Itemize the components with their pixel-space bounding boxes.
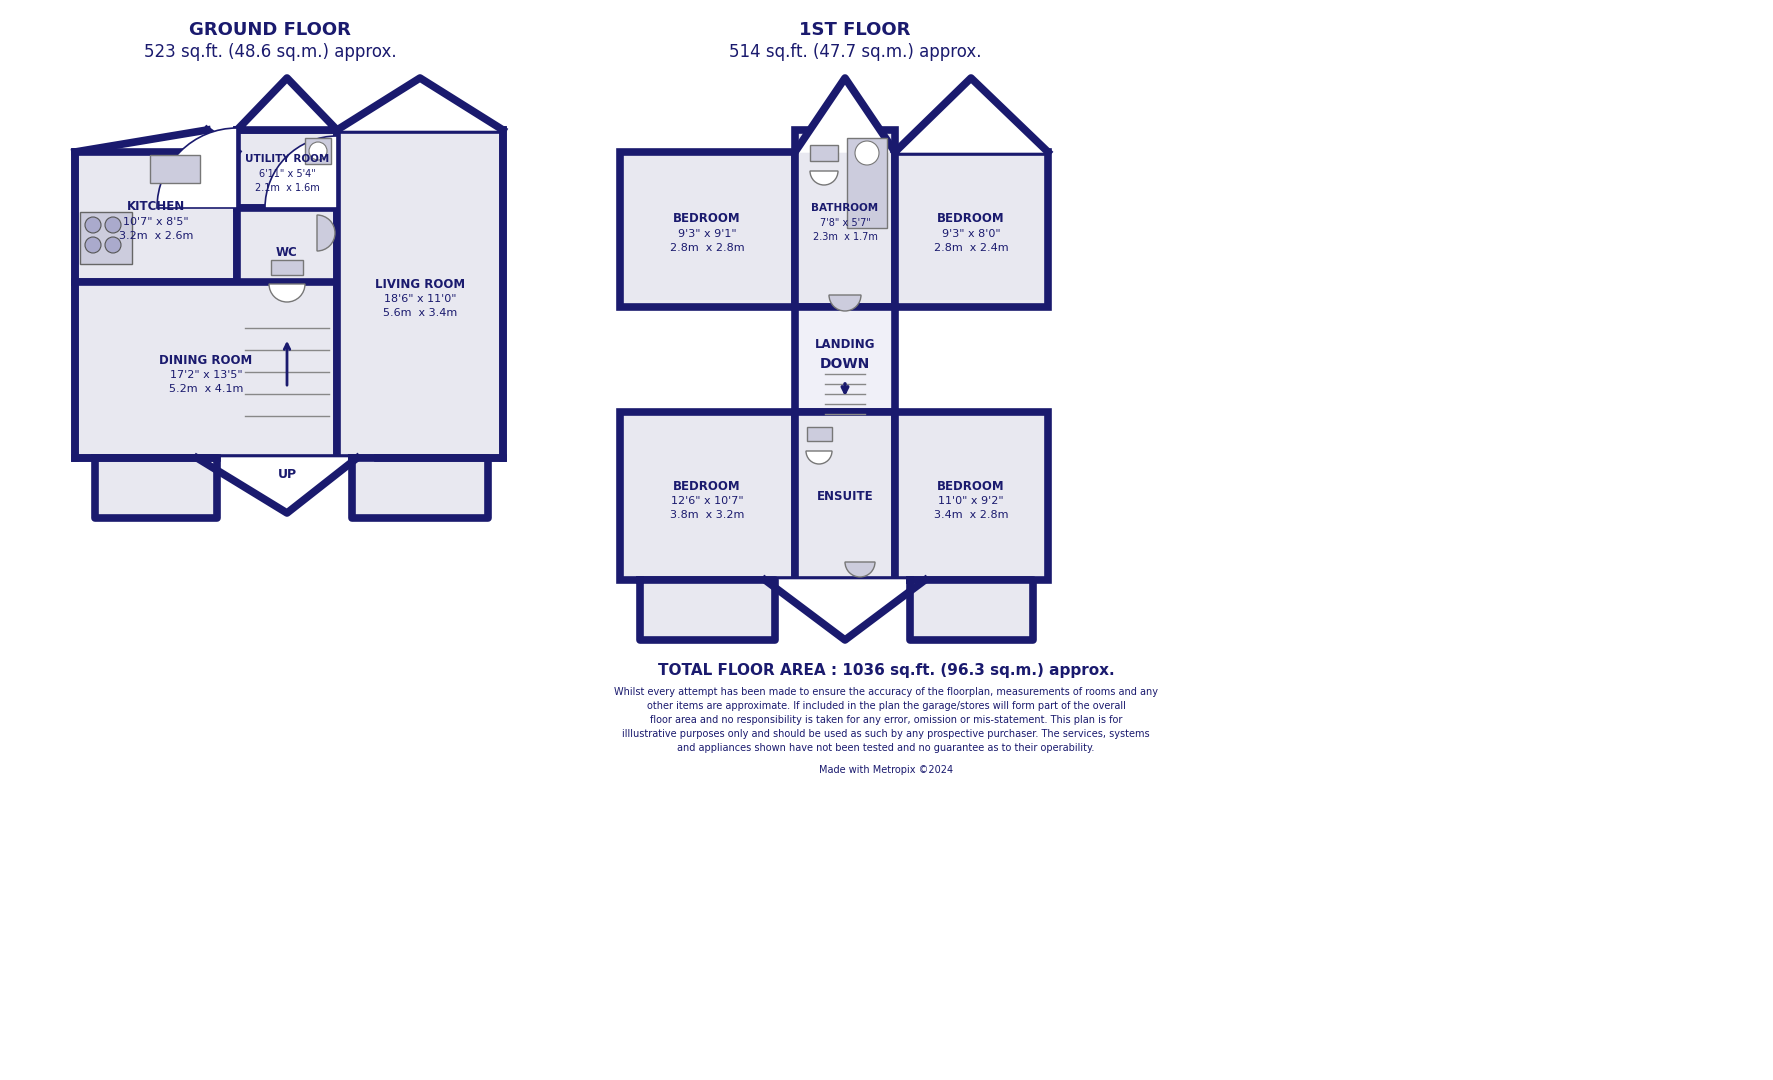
Bar bbox=[74, 282, 337, 458]
Circle shape bbox=[85, 237, 101, 253]
Bar bbox=[621, 411, 794, 580]
Text: illlustrative purposes only and should be used as such by any prospective purcha: illlustrative purposes only and should b… bbox=[622, 729, 1151, 739]
Text: BATHROOM: BATHROOM bbox=[812, 203, 879, 213]
Text: 17'2" x 13'5": 17'2" x 13'5" bbox=[170, 370, 243, 380]
Wedge shape bbox=[855, 141, 879, 165]
Text: 5.6m  x 3.4m: 5.6m x 3.4m bbox=[383, 308, 457, 318]
Text: 3.4m  x 2.8m: 3.4m x 2.8m bbox=[934, 510, 1009, 519]
Circle shape bbox=[85, 217, 101, 233]
Text: other items are approximate. If included in the plan the garage/stores will form: other items are approximate. If included… bbox=[647, 701, 1126, 711]
Text: DOWN: DOWN bbox=[819, 357, 871, 372]
Text: 9'3" x 8'0": 9'3" x 8'0" bbox=[941, 229, 1000, 239]
Text: 7'8" x 5'7": 7'8" x 5'7" bbox=[819, 218, 871, 228]
Text: 10'7" x 8'5": 10'7" x 8'5" bbox=[122, 217, 188, 227]
Text: TOTAL FLOOR AREA : 1036 sq.ft. (96.3 sq.m.) approx.: TOTAL FLOOR AREA : 1036 sq.ft. (96.3 sq.… bbox=[658, 662, 1113, 677]
Wedge shape bbox=[846, 562, 876, 577]
Wedge shape bbox=[158, 129, 238, 208]
Polygon shape bbox=[96, 458, 216, 518]
Text: LANDING: LANDING bbox=[816, 337, 876, 351]
Text: KITCHEN: KITCHEN bbox=[128, 201, 184, 214]
Wedge shape bbox=[269, 284, 305, 302]
Text: 2.1m  x 1.6m: 2.1m x 1.6m bbox=[255, 183, 319, 193]
Bar bbox=[305, 138, 332, 164]
Text: 11'0" x 9'2": 11'0" x 9'2" bbox=[938, 496, 1004, 507]
Text: 3.8m  x 3.2m: 3.8m x 3.2m bbox=[670, 510, 745, 519]
Bar bbox=[337, 130, 504, 458]
Polygon shape bbox=[197, 458, 356, 513]
Bar bbox=[794, 411, 895, 580]
Bar bbox=[238, 130, 337, 208]
Wedge shape bbox=[830, 295, 862, 311]
Text: BEDROOM: BEDROOM bbox=[674, 480, 741, 492]
Wedge shape bbox=[264, 136, 337, 208]
Text: Made with Metropix ©2024: Made with Metropix ©2024 bbox=[819, 765, 954, 775]
Bar bbox=[895, 152, 1048, 307]
Text: 6'11" x 5'4": 6'11" x 5'4" bbox=[259, 168, 316, 179]
Polygon shape bbox=[238, 78, 337, 130]
Text: 523 sq.ft. (48.6 sq.m.) approx.: 523 sq.ft. (48.6 sq.m.) approx. bbox=[144, 43, 397, 60]
Wedge shape bbox=[807, 451, 832, 464]
Text: BEDROOM: BEDROOM bbox=[938, 480, 1005, 492]
Polygon shape bbox=[337, 78, 504, 130]
Polygon shape bbox=[794, 78, 895, 152]
Bar bbox=[895, 411, 1048, 580]
Circle shape bbox=[309, 141, 326, 160]
Polygon shape bbox=[910, 580, 1034, 640]
Text: 2.8m  x 2.8m: 2.8m x 2.8m bbox=[670, 243, 745, 253]
Text: 18'6" x 11'0": 18'6" x 11'0" bbox=[383, 294, 456, 303]
Text: BEDROOM: BEDROOM bbox=[674, 213, 741, 226]
Text: floor area and no responsibility is taken for any error, omission or mis-stateme: floor area and no responsibility is take… bbox=[651, 715, 1122, 725]
Text: 12'6" x 10'7": 12'6" x 10'7" bbox=[670, 496, 743, 507]
Circle shape bbox=[105, 237, 121, 253]
Text: UP: UP bbox=[277, 468, 296, 481]
Bar bbox=[271, 260, 303, 275]
Bar bbox=[238, 298, 337, 458]
Bar bbox=[238, 208, 337, 298]
Text: 9'3" x 9'1": 9'3" x 9'1" bbox=[677, 229, 736, 239]
Polygon shape bbox=[640, 580, 775, 640]
Wedge shape bbox=[317, 215, 335, 251]
Bar bbox=[621, 152, 794, 307]
Polygon shape bbox=[353, 458, 488, 518]
Bar bbox=[807, 427, 832, 441]
Bar bbox=[847, 138, 886, 228]
Bar bbox=[80, 212, 131, 264]
Text: 5.2m  x 4.1m: 5.2m x 4.1m bbox=[168, 384, 243, 394]
Circle shape bbox=[105, 217, 121, 233]
Text: Whilst every attempt has been made to ensure the accuracy of the floorplan, meas: Whilst every attempt has been made to en… bbox=[613, 687, 1158, 697]
Text: WC: WC bbox=[277, 246, 298, 259]
Polygon shape bbox=[895, 78, 1048, 152]
Text: 2.8m  x 2.4m: 2.8m x 2.4m bbox=[934, 243, 1009, 253]
Text: 514 sq.ft. (47.7 sq.m.) approx.: 514 sq.ft. (47.7 sq.m.) approx. bbox=[729, 43, 980, 60]
Bar bbox=[794, 130, 895, 307]
Wedge shape bbox=[810, 171, 839, 185]
Bar bbox=[151, 156, 200, 183]
Text: BEDROOM: BEDROOM bbox=[938, 213, 1005, 226]
Text: 2.3m  x 1.7m: 2.3m x 1.7m bbox=[812, 232, 878, 242]
Text: 1ST FLOOR: 1ST FLOOR bbox=[800, 21, 911, 39]
Text: DINING ROOM: DINING ROOM bbox=[160, 353, 252, 366]
Bar bbox=[810, 145, 839, 161]
Text: and appliances shown have not been tested and no guarantee as to their operabili: and appliances shown have not been teste… bbox=[677, 743, 1094, 753]
Bar bbox=[74, 152, 238, 282]
Text: 3.2m  x 2.6m: 3.2m x 2.6m bbox=[119, 231, 193, 241]
Polygon shape bbox=[764, 580, 926, 640]
Text: UTILITY ROOM: UTILITY ROOM bbox=[245, 154, 330, 164]
Text: GROUND FLOOR: GROUND FLOOR bbox=[190, 21, 351, 39]
Bar bbox=[794, 307, 895, 411]
Text: LIVING ROOM: LIVING ROOM bbox=[374, 278, 465, 291]
Text: ENSUITE: ENSUITE bbox=[817, 489, 874, 502]
